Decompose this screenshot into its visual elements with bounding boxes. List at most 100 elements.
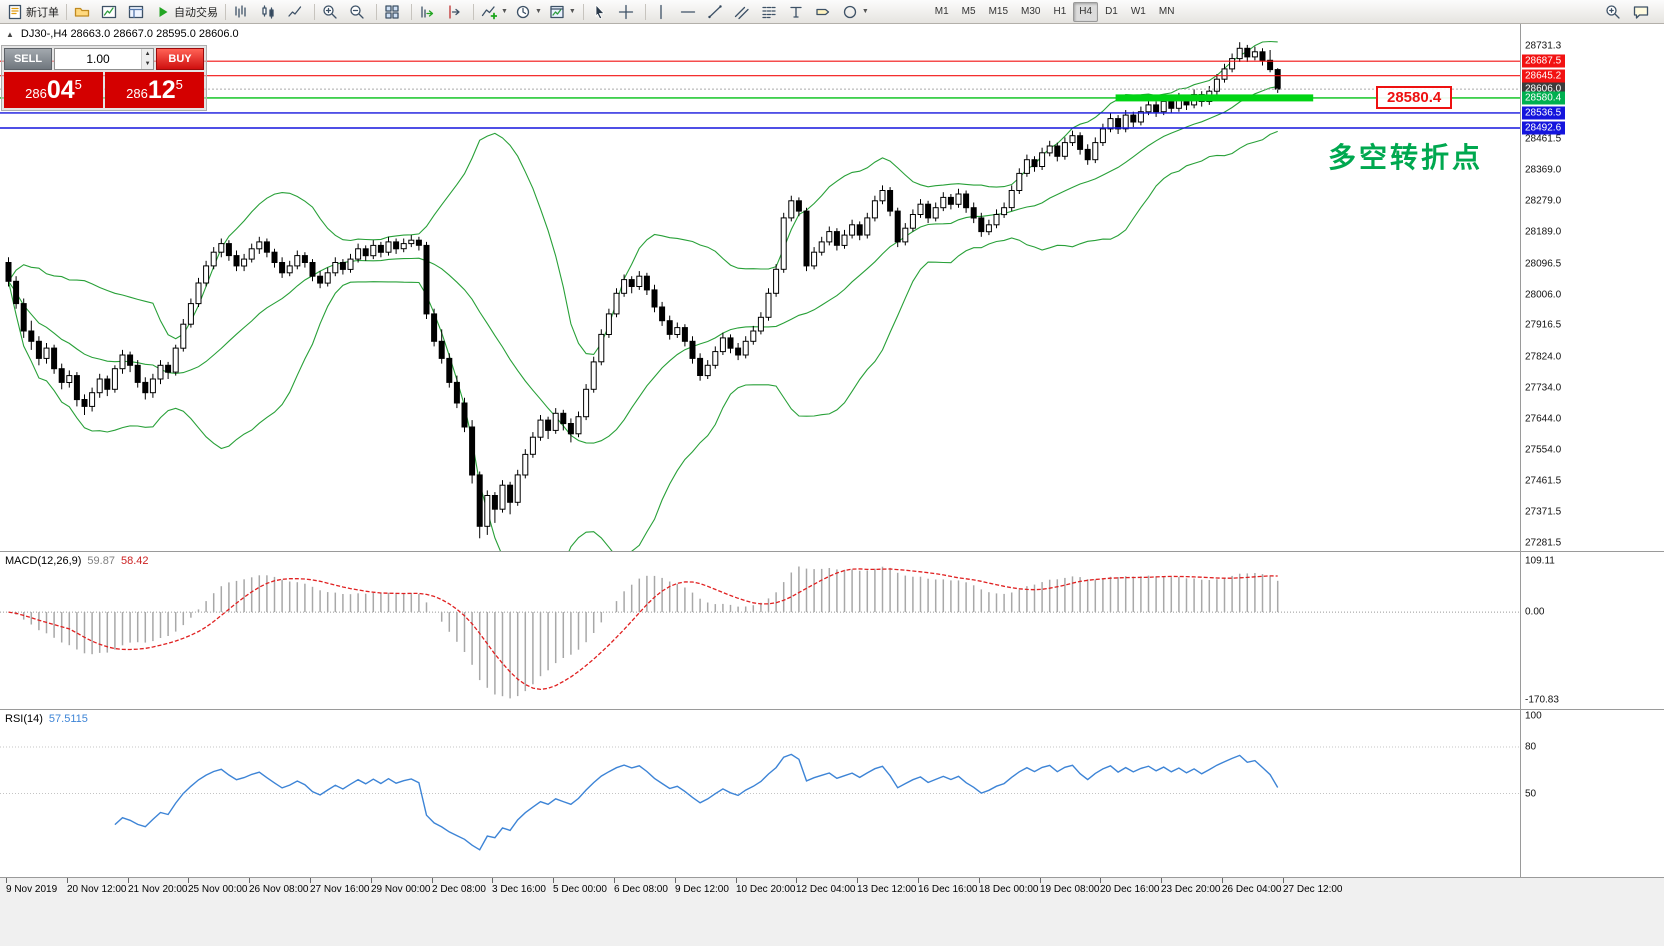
macd-axis-label: 0.00: [1525, 606, 1545, 618]
collapse-arrow-icon[interactable]: ▲: [6, 29, 14, 39]
panel-separator[interactable]: [0, 709, 1664, 710]
auto-scroll-icon: [421, 5, 434, 18]
macd-main-value: 59.87: [87, 555, 115, 567]
lot-decrease-button[interactable]: ▼: [142, 59, 153, 69]
panel-separator[interactable]: [0, 551, 1664, 552]
market-watch-button[interactable]: [98, 1, 124, 23]
toolbar-separator: [66, 3, 67, 20]
panel-separator[interactable]: [0, 877, 1664, 878]
price-digits: 12: [147, 75, 176, 104]
time-axis-label: 21 Nov 20:00: [128, 878, 188, 895]
chart-shift-button[interactable]: [443, 1, 469, 23]
price-axis-label: 28189.0: [1525, 226, 1562, 238]
timeframe-h1-button[interactable]: H1: [1053, 5, 1067, 17]
profiles-button[interactable]: [71, 1, 97, 23]
timeframe-h4-button[interactable]: H4: [1073, 1, 1099, 22]
price-axis-label: 28279.0: [1525, 195, 1562, 207]
time-axis-label: 10 Dec 20:00: [736, 878, 796, 895]
time-axis[interactable]: 9 Nov 2019 20 Nov 12:00 21 Nov 20:00 25 Nov…: [0, 878, 1664, 946]
time-axis-label: 20 Nov 12:00: [67, 878, 127, 895]
price-chart-panel: 28731.3 28687.5 28645.2 28606.0 28580.4 28536…: [0, 24, 1664, 551]
hline-icon: [680, 10, 695, 13]
data-window-button[interactable]: [125, 1, 151, 23]
fibo-icon: [762, 6, 776, 18]
timeframe-mn-button[interactable]: MN: [1158, 5, 1175, 17]
timeframe-w1-button[interactable]: W1: [1130, 5, 1146, 17]
time-axis-label: 2 Dec 08:00: [432, 878, 486, 895]
price-axis-label: 28536.5: [1522, 106, 1566, 120]
timeframe-d1-button[interactable]: D1: [1105, 5, 1118, 17]
price-digits: 286: [25, 85, 47, 101]
crosshair-button[interactable]: [615, 1, 641, 23]
chat-icon: [1633, 5, 1649, 19]
price-axis[interactable]: 28731.3 28687.5 28645.2 28606.0 28580.4 28536…: [1520, 24, 1664, 551]
macd-label-name: MACD(12,26,9): [5, 555, 82, 567]
periods-button[interactable]: ▼: [512, 1, 545, 23]
time-axis-label: 20 Dec 16:00: [1100, 878, 1160, 895]
timeframe-m1-button[interactable]: M1: [934, 5, 949, 17]
lot-size-input[interactable]: [55, 49, 142, 69]
rsi-axis-label: 80: [1525, 741, 1537, 753]
buy-button[interactable]: BUY: [156, 48, 204, 70]
text-button[interactable]: [785, 1, 811, 23]
horizontal-line-button[interactable]: [677, 1, 703, 23]
line-chart-button[interactable]: [284, 1, 310, 23]
price-chart-canvas[interactable]: [0, 24, 1520, 551]
price-axis-label: 28731.3: [1525, 40, 1562, 52]
chevron-down-icon: ▼: [861, 8, 869, 15]
zoom-in-icon: [323, 4, 337, 19]
lot-size-field: ▲ ▼: [54, 48, 154, 70]
macd-signal-value: 58.42: [120, 555, 149, 567]
fibonacci-button[interactable]: [758, 1, 784, 23]
macd-axis-label: 109.11: [1525, 555, 1555, 567]
cursor-button[interactable]: [588, 1, 614, 23]
time-axis-label: 16 Dec 16:00: [918, 878, 978, 895]
lot-increase-button[interactable]: ▲: [142, 49, 153, 59]
macd-canvas[interactable]: [0, 552, 1520, 709]
trend-icon: [708, 4, 722, 18]
templates-button[interactable]: ▼: [546, 1, 579, 23]
community-button[interactable]: [1630, 1, 1656, 23]
autotrading-button[interactable]: 自动交易: [152, 1, 221, 23]
sell-button[interactable]: SELL: [4, 48, 52, 70]
zoom-in-button[interactable]: [319, 1, 345, 23]
macd-axis[interactable]: 109.11 0.00 -170.83: [1520, 552, 1664, 709]
price-axis-label: 27916.5: [1525, 319, 1562, 331]
channel-icon: [734, 6, 749, 19]
timeframe-m15-button[interactable]: M15: [988, 5, 1009, 17]
trendline-button[interactable]: [704, 1, 730, 23]
chart-shift-icon: [449, 4, 460, 19]
buy-price-display[interactable]: 286 12 5: [105, 72, 204, 108]
vertical-line-button[interactable]: [650, 1, 676, 23]
rsi-axis[interactable]: 100 80 50: [1520, 710, 1664, 877]
chart-window: 28731.3 28687.5 28645.2 28606.0 28580.4 28536…: [0, 24, 1664, 946]
shapes-button[interactable]: ▼: [839, 1, 872, 23]
time-axis-label: 9 Nov 2019: [6, 878, 58, 895]
price-digits: 04: [46, 75, 75, 104]
tile-windows-button[interactable]: [381, 1, 407, 23]
vline-icon: [660, 4, 662, 19]
bar-chart-button[interactable]: [230, 1, 256, 23]
zoom-out-button[interactable]: [346, 1, 372, 23]
candlestick-chart-button[interactable]: [257, 1, 283, 23]
search-button[interactable]: [1602, 1, 1628, 23]
new-order-icon: [8, 4, 22, 19]
line-icon: [288, 5, 302, 17]
time-axis-label: 19 Dec 08:00: [1040, 878, 1100, 895]
timeframe-m30-button[interactable]: M30: [1021, 5, 1041, 17]
indicators-button[interactable]: ▼: [478, 1, 511, 23]
macd-panel: 109.11 0.00 -170.83 MACD(12,26,9) 59.87 58…: [0, 552, 1664, 709]
chevron-down-icon: ▼: [568, 8, 576, 15]
time-axis-label: 27 Dec 12:00: [1283, 878, 1343, 895]
price-axis-label: 28461.5: [1525, 133, 1562, 145]
lot-spinner: ▲ ▼: [141, 49, 153, 69]
auto-scroll-button[interactable]: [416, 1, 442, 23]
rsi-label: RSI(14) 57.5115: [5, 713, 88, 725]
price-axis-label: 28492.6: [1522, 121, 1566, 135]
timeframe-m5-button[interactable]: M5: [961, 5, 976, 17]
rsi-canvas[interactable]: [0, 710, 1520, 877]
text-label-button[interactable]: [812, 1, 838, 23]
new-order-button[interactable]: 新订单: [4, 1, 62, 23]
sell-price-display[interactable]: 286 04 5: [4, 72, 103, 108]
channel-button[interactable]: [731, 1, 757, 23]
